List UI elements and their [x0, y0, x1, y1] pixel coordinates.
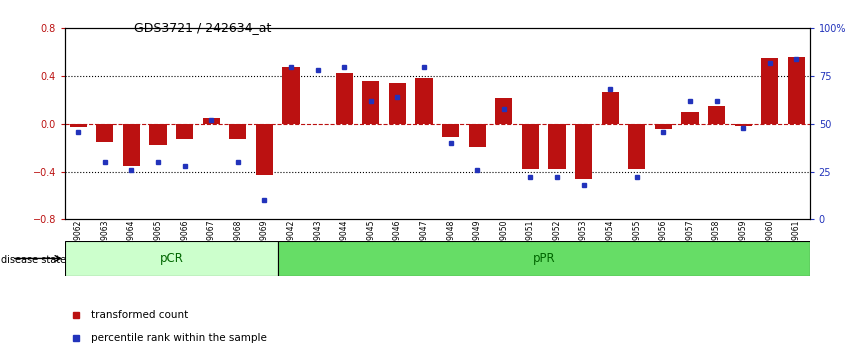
Bar [389, 83, 406, 124]
Bar [69, 124, 87, 127]
Bar [336, 73, 352, 124]
Text: pPR: pPR [533, 252, 555, 265]
Bar [229, 124, 247, 139]
Text: pCR: pCR [159, 252, 184, 265]
Bar [123, 124, 140, 166]
Text: transformed count: transformed count [91, 310, 188, 320]
Bar [65, 241, 278, 276]
Bar [655, 124, 672, 129]
Text: GDS3721 / 242634_at: GDS3721 / 242634_at [134, 21, 272, 34]
Bar [628, 124, 645, 169]
Bar [150, 124, 166, 145]
Text: disease state: disease state [1, 255, 66, 265]
Bar [416, 79, 433, 124]
Bar [255, 124, 273, 175]
Bar [602, 92, 619, 124]
Bar [282, 67, 300, 124]
Bar [548, 124, 565, 169]
Bar [469, 124, 486, 147]
Bar [96, 124, 113, 142]
Bar [682, 112, 699, 124]
Bar [575, 124, 592, 179]
Bar [788, 57, 805, 124]
Text: percentile rank within the sample: percentile rank within the sample [91, 333, 267, 343]
Bar [708, 106, 725, 124]
Bar [278, 241, 810, 276]
Bar [734, 124, 752, 126]
Bar [362, 81, 379, 124]
Bar [522, 124, 539, 169]
Bar [203, 118, 220, 124]
Bar [495, 98, 513, 124]
Bar [176, 124, 193, 139]
Bar [442, 124, 459, 137]
Bar [761, 58, 779, 124]
